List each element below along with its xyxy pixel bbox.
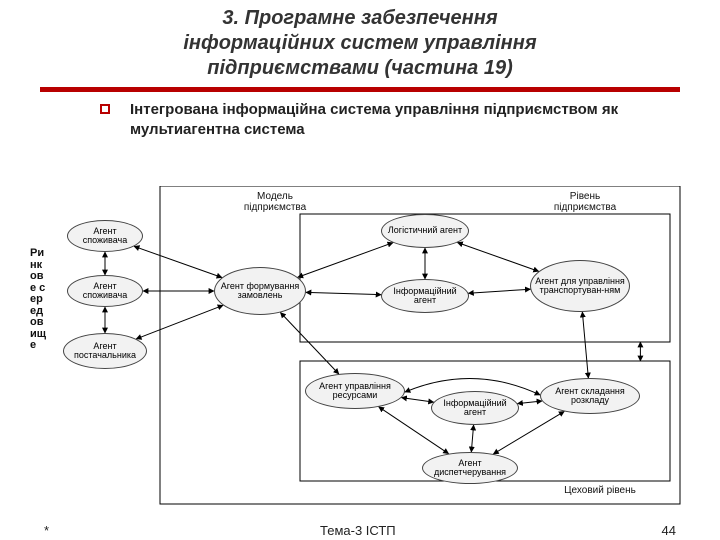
subtitle: Інтегрована інформаційна система управлі… [130, 100, 660, 139]
node-logist: Логістичний агент [381, 214, 469, 248]
footer-right: 44 [662, 523, 676, 538]
node-order: Агент формування замовлень [214, 267, 306, 315]
node-sched: Агент складання розкладу [540, 378, 640, 414]
sidebar-label: Ринкове середовище [30, 248, 48, 352]
label-model: Модель підприємства [230, 192, 320, 213]
node-info1: Інформаційний агент [381, 279, 469, 313]
edge-info1-transp [468, 289, 530, 293]
footer-left: * [44, 523, 49, 538]
edge-transp-sched [582, 312, 588, 378]
footer-center: Тема-3 ІСТП [320, 523, 396, 538]
title-rule [40, 87, 680, 92]
node-disp: Агент диспетчерування [422, 452, 518, 484]
title-line-3: підприємствами (частина 19) [207, 57, 513, 79]
edge-order-resmgr [280, 313, 338, 374]
edge-order-info1 [306, 292, 381, 294]
label-level_shop: Цеховий рівень [555, 486, 645, 497]
edge-info2-disp [471, 425, 473, 452]
node-transp: Агент для управління транспортуван-ням [530, 260, 630, 312]
node-cons1: Агент споживача [67, 220, 143, 252]
diagram: Агент споживача Агент споживача Агент пост… [0, 186, 720, 516]
edge-logist-transp [457, 242, 538, 271]
label-level_ent: Рівень підприємства [540, 192, 630, 213]
slide-title: 3. Програмне забезпечення інформаційних … [0, 6, 720, 81]
edge-resmgr-info2 [402, 398, 434, 403]
edge-info2-sched [517, 401, 541, 404]
bullet-icon [100, 104, 110, 114]
node-resmgr: Агент управління ресурсами [305, 373, 405, 409]
node-info2: Інформаційний агент [431, 391, 519, 425]
node-supp: Агент постачальника [63, 333, 147, 369]
edge-cons1-order [134, 246, 222, 277]
edge-order-logist [298, 243, 393, 278]
node-cons2: Агент споживача [67, 275, 143, 307]
title-line-1: 3. Програмне забезпечення [222, 7, 497, 29]
title-line-2: інформаційних систем управління [183, 32, 536, 54]
edge-supp-order [136, 305, 223, 339]
